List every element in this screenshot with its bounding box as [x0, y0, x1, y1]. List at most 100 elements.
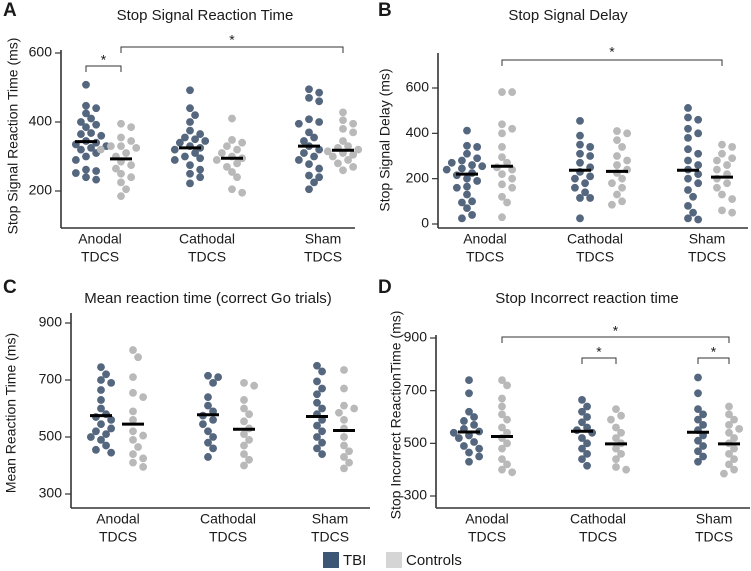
data-point-tbi: [458, 156, 466, 165]
data-point-controls: [139, 463, 148, 471]
data-point-tbi: [578, 395, 586, 404]
data-point-tbi: [463, 126, 471, 135]
data-point-controls: [340, 433, 348, 441]
data-point-tbi: [694, 447, 702, 456]
data-point-tbi: [209, 444, 217, 453]
legend-swatch-tbi: [323, 552, 339, 568]
data-point-controls: [725, 410, 733, 419]
data-point-controls: [508, 183, 517, 192]
y-tick-label: 500: [404, 434, 428, 450]
data-point-controls: [238, 138, 247, 147]
legend-swatch-controls: [386, 552, 402, 568]
data-point-controls: [117, 192, 125, 201]
x-category-label: Anodal: [96, 511, 140, 527]
data-point-controls: [730, 444, 738, 453]
data-point-controls: [127, 137, 136, 145]
data-point-tbi: [694, 215, 703, 224]
data-point-tbi: [318, 427, 326, 436]
data-point-tbi: [571, 183, 579, 192]
x-category-label: TDCS: [468, 529, 506, 545]
data-point-controls: [730, 455, 738, 464]
data-point-controls: [344, 142, 352, 151]
data-point-tbi: [196, 154, 205, 163]
data-point-controls: [127, 161, 136, 170]
data-point-tbi: [313, 421, 321, 430]
data-point-controls: [498, 143, 506, 151]
data-point-tbi: [468, 161, 476, 169]
data-point-controls: [498, 394, 506, 403]
data-point-controls: [718, 140, 726, 149]
data-point-tbi: [463, 149, 471, 158]
data-point-tbi: [186, 126, 194, 135]
data-point-tbi: [460, 417, 468, 425]
x-category-label: Cathodal: [200, 511, 256, 527]
y-tick-label: 700: [404, 381, 428, 397]
y-tick-label: 500: [39, 428, 63, 444]
data-point-tbi: [313, 377, 321, 386]
data-point-controls: [323, 147, 332, 156]
data-point-tbi: [191, 149, 199, 157]
data-point-tbi: [586, 143, 595, 151]
data-point-tbi: [186, 161, 194, 170]
data-point-tbi: [315, 173, 324, 182]
data-point-tbi: [694, 179, 703, 188]
data-point-controls: [117, 133, 125, 142]
data-point-tbi: [92, 120, 101, 129]
significance-star: *: [229, 32, 235, 48]
data-point-tbi: [199, 420, 207, 429]
data-point-controls: [212, 156, 221, 164]
data-point-tbi: [478, 162, 487, 171]
data-point-controls: [725, 421, 733, 429]
x-category-label: Sham: [696, 511, 733, 527]
data-point-tbi: [97, 435, 105, 444]
data-point-tbi: [315, 88, 324, 97]
data-point-tbi: [571, 174, 579, 183]
data-point-tbi: [300, 137, 308, 145]
data-point-controls: [508, 468, 517, 477]
data-point-controls: [228, 185, 236, 194]
data-point-tbi: [209, 433, 217, 441]
data-point-tbi: [107, 378, 116, 387]
data-point-tbi: [684, 145, 692, 154]
x-category-label: Sham: [305, 231, 342, 247]
data-point-tbi: [97, 396, 105, 404]
x-category-label: TDCS: [81, 249, 119, 265]
data-point-controls: [132, 143, 141, 152]
data-point-tbi: [468, 197, 476, 206]
data-point-tbi: [694, 373, 702, 382]
data-point-controls: [349, 119, 358, 128]
data-point-controls: [345, 447, 353, 456]
data-point-controls: [718, 206, 726, 215]
significance-star: *: [609, 44, 615, 60]
chart-title: Stop Incorrect reaction time: [495, 290, 678, 307]
data-point-tbi: [470, 438, 478, 446]
data-point-tbi: [578, 434, 586, 442]
data-point-controls: [503, 460, 511, 469]
data-point-controls: [129, 388, 137, 397]
data-point-controls: [340, 464, 348, 473]
data-point-tbi: [77, 118, 85, 126]
data-point-tbi: [92, 104, 101, 113]
data-point-tbi: [107, 448, 116, 457]
data-point-tbi: [209, 416, 217, 424]
data-point-tbi: [318, 450, 326, 458]
data-point-tbi: [473, 143, 482, 151]
data-point-tbi: [310, 133, 318, 142]
data-point-controls: [498, 423, 506, 432]
data-point-controls: [503, 415, 511, 424]
data-point-tbi: [313, 433, 321, 441]
data-point-controls: [339, 137, 347, 145]
data-point-tbi: [186, 169, 194, 178]
data-point-tbi: [310, 152, 318, 161]
data-point-controls: [622, 465, 631, 474]
significance-star: *: [613, 323, 619, 339]
data-point-tbi: [576, 116, 584, 125]
x-category-label: Sham: [312, 511, 349, 527]
data-point-controls: [617, 428, 625, 437]
data-point-tbi: [82, 165, 90, 174]
data-point-tbi: [578, 455, 586, 464]
data-point-tbi: [313, 398, 321, 407]
data-point-tbi: [475, 452, 484, 461]
data-point-tbi: [586, 194, 595, 202]
data-point-tbi: [694, 405, 702, 413]
